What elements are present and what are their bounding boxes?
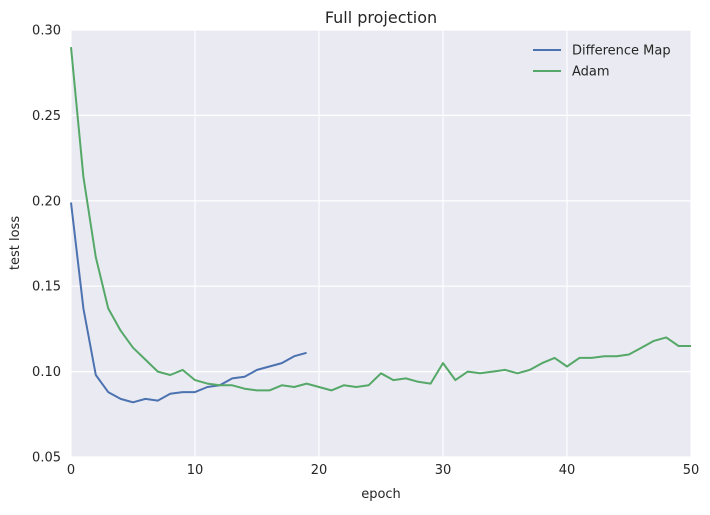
series-layer bbox=[70, 47, 691, 404]
x-tick-label: 30 bbox=[435, 463, 452, 478]
y-tick-label: 0.30 bbox=[32, 24, 61, 39]
x-tick-label: 40 bbox=[559, 463, 576, 478]
grid bbox=[70, 29, 692, 458]
chart-title: Full projection bbox=[325, 8, 437, 27]
series-line-difference-map bbox=[70, 202, 307, 404]
y-tick-label: 0.20 bbox=[32, 194, 61, 209]
tick-labels: 0 10 20 30 40 50 0.05 0.10 0.15 0.20 0.25 0.30 bbox=[32, 24, 699, 479]
legend-label-adam: Adam bbox=[572, 65, 610, 80]
y-tick-label: 0.25 bbox=[32, 109, 61, 124]
legend: Difference Map Adam bbox=[533, 44, 671, 80]
x-tick-label: 20 bbox=[311, 463, 328, 478]
y-tick-label: 0.15 bbox=[32, 280, 61, 295]
y-tick-label: 0.10 bbox=[32, 365, 61, 380]
x-tick-label: 50 bbox=[683, 463, 700, 478]
y-axis-label: test loss bbox=[8, 216, 23, 270]
series-line-adam bbox=[70, 47, 691, 392]
x-tick-label: 10 bbox=[187, 463, 204, 478]
x-tick-label: 0 bbox=[67, 463, 75, 478]
plot-background bbox=[71, 30, 691, 457]
x-axis-label: epoch bbox=[361, 487, 401, 502]
legend-label-difference-map: Difference Map bbox=[572, 44, 671, 59]
y-tick-label: 0.05 bbox=[32, 451, 61, 466]
